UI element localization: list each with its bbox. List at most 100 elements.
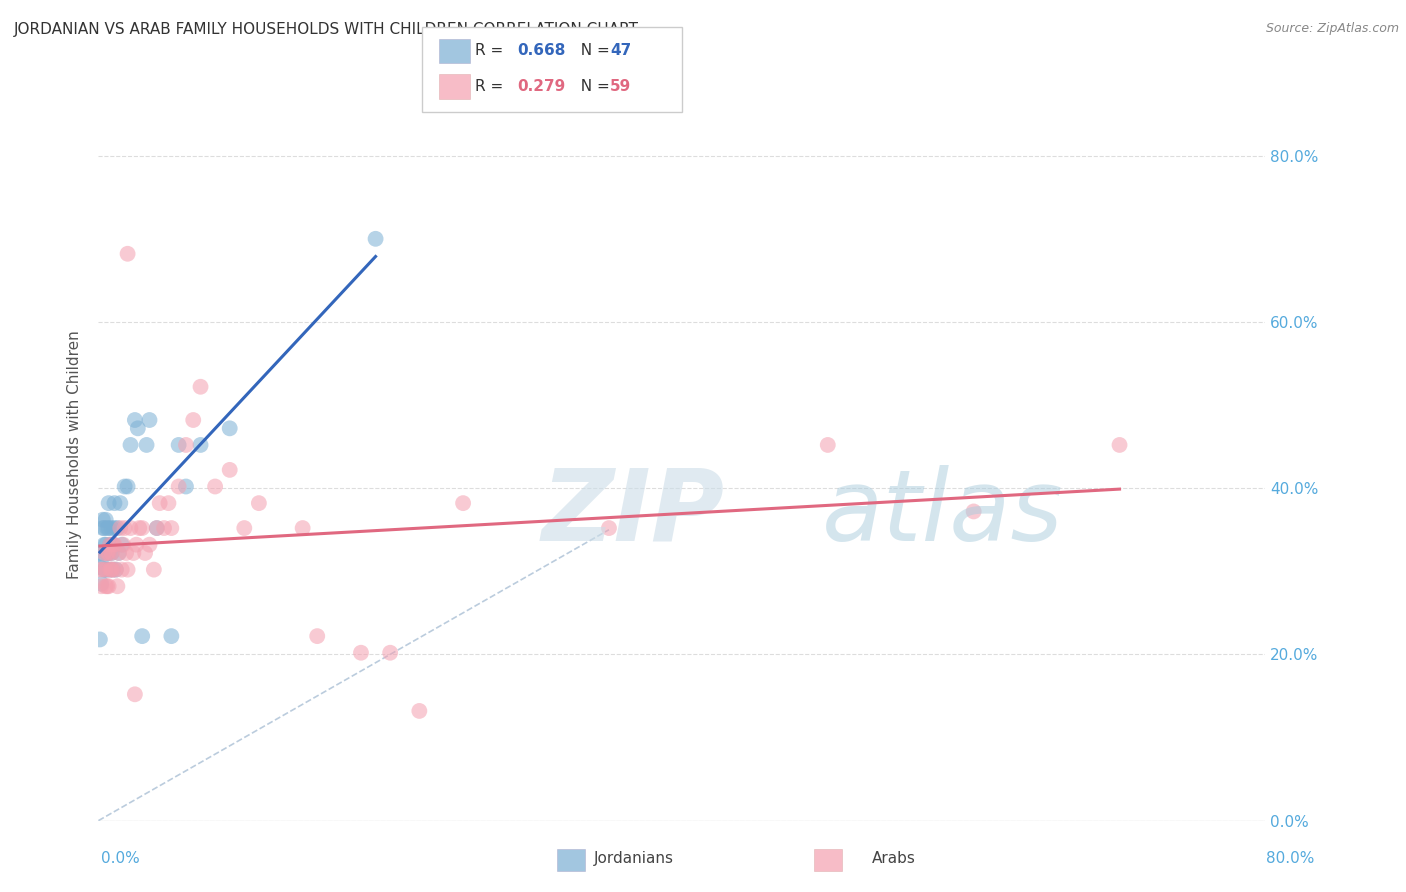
Point xyxy=(104,563,127,577)
Point xyxy=(97,496,120,510)
Point xyxy=(94,563,117,577)
Point xyxy=(105,579,128,593)
Point xyxy=(94,538,117,552)
Point xyxy=(174,438,197,452)
Text: N =: N = xyxy=(571,44,614,58)
Point xyxy=(94,579,117,593)
Point xyxy=(451,496,474,510)
Point xyxy=(110,496,132,510)
Point xyxy=(135,438,157,452)
Point xyxy=(962,504,984,518)
Text: 0.0%: 0.0% xyxy=(101,851,141,865)
Text: R =: R = xyxy=(475,44,509,58)
Point xyxy=(97,546,120,560)
Point xyxy=(104,563,127,577)
Point xyxy=(103,521,125,535)
Point xyxy=(111,538,134,552)
Point xyxy=(91,521,114,535)
Point xyxy=(108,546,131,560)
Point xyxy=(111,563,134,577)
Point xyxy=(157,496,180,510)
Point xyxy=(97,521,120,535)
Point xyxy=(160,521,183,535)
Point xyxy=(146,521,169,535)
Point xyxy=(117,563,139,577)
Point xyxy=(138,538,160,552)
Point xyxy=(174,479,197,493)
Point xyxy=(98,563,121,577)
Point xyxy=(167,479,190,493)
Point xyxy=(100,546,122,560)
Point xyxy=(122,546,145,560)
Point xyxy=(103,538,125,552)
Point xyxy=(96,546,118,560)
Point xyxy=(114,521,136,535)
Point xyxy=(204,479,226,493)
Point xyxy=(125,538,148,552)
Text: JORDANIAN VS ARAB FAMILY HOUSEHOLDS WITH CHILDREN CORRELATION CHART: JORDANIAN VS ARAB FAMILY HOUSEHOLDS WITH… xyxy=(14,22,640,37)
Point xyxy=(149,496,172,510)
Point xyxy=(233,521,256,535)
Point xyxy=(190,438,212,452)
Point xyxy=(93,546,115,560)
Point xyxy=(110,521,132,535)
Point xyxy=(93,521,115,535)
Text: 59: 59 xyxy=(610,79,631,94)
Point xyxy=(96,563,118,577)
Point xyxy=(96,579,118,593)
Text: 80.0%: 80.0% xyxy=(1267,851,1315,865)
Point xyxy=(90,546,112,560)
Point xyxy=(100,563,122,577)
Point xyxy=(101,538,124,552)
Point xyxy=(131,629,153,643)
Point xyxy=(124,413,146,427)
Text: R =: R = xyxy=(475,79,509,94)
Point xyxy=(114,479,136,493)
Text: 0.668: 0.668 xyxy=(517,44,565,58)
Text: 47: 47 xyxy=(610,44,631,58)
Point xyxy=(105,521,128,535)
Text: Source: ZipAtlas.com: Source: ZipAtlas.com xyxy=(1265,22,1399,36)
Point xyxy=(98,538,121,552)
Point xyxy=(103,496,125,510)
Point xyxy=(101,563,124,577)
Y-axis label: Family Households with Children: Family Households with Children xyxy=(67,331,83,579)
Point xyxy=(97,546,120,560)
Point xyxy=(94,563,117,577)
Point xyxy=(153,521,176,535)
Point xyxy=(91,513,114,527)
Point xyxy=(98,538,121,552)
Point xyxy=(108,546,131,560)
Point xyxy=(1108,438,1130,452)
Point xyxy=(91,563,114,577)
Point xyxy=(247,496,270,510)
Text: atlas: atlas xyxy=(823,465,1063,562)
Point xyxy=(90,579,112,593)
Point xyxy=(93,563,115,577)
Point xyxy=(117,479,139,493)
Point xyxy=(817,438,839,452)
Point xyxy=(89,632,111,647)
Point xyxy=(91,549,114,564)
Point xyxy=(190,380,212,394)
Point xyxy=(94,513,117,527)
Point xyxy=(93,538,115,552)
Point xyxy=(100,546,122,560)
Point xyxy=(89,563,111,577)
Point xyxy=(97,579,120,593)
Point xyxy=(96,546,118,560)
Text: Jordanians: Jordanians xyxy=(593,851,673,865)
Point xyxy=(96,521,118,535)
Point xyxy=(378,646,402,660)
Point xyxy=(134,546,156,560)
Text: Arabs: Arabs xyxy=(872,851,915,865)
Point xyxy=(90,576,112,591)
Point xyxy=(120,438,142,452)
Point xyxy=(100,521,122,535)
Point xyxy=(124,687,146,701)
Point xyxy=(120,521,142,535)
Point xyxy=(218,421,240,435)
Point xyxy=(160,629,183,643)
Point xyxy=(138,413,160,427)
Point xyxy=(131,521,153,535)
